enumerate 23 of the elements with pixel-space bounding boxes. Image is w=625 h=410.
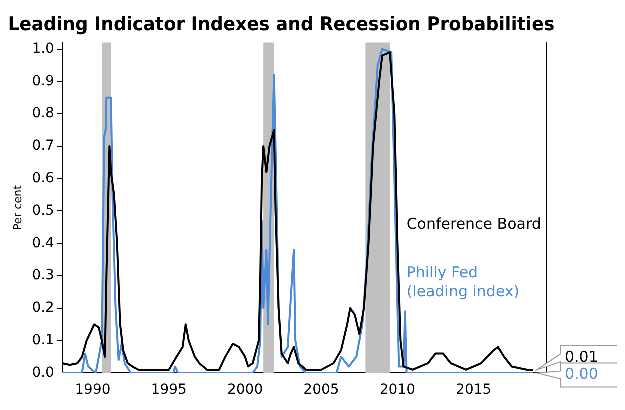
y-tick-label: 0.1 (32, 332, 54, 348)
y-tick-label: 0.0 (32, 364, 54, 381)
y-tick-label: 0.8 (32, 106, 54, 122)
annotation: 0.01 (565, 348, 598, 366)
y-tick-label: 1.0 (32, 40, 54, 57)
y-tick-label: 0.5 (32, 202, 54, 219)
y-tick-label: 0.6 (32, 170, 55, 186)
y-tick-label: 0.7 (32, 138, 54, 154)
y-axis-title: Per cent (11, 184, 24, 231)
chart-title: Leading Indicator Indexes and Recession Probabilities (8, 14, 555, 36)
y-tick-label: 0.4 (32, 235, 55, 252)
x-tick-label: 1995 (151, 382, 187, 398)
annotation: 0.00 (565, 365, 598, 384)
x-tick-label: 2000 (227, 382, 264, 398)
x-tick-label: 2005 (304, 382, 340, 398)
series-label: Philly Fed (leading index) (406, 264, 520, 301)
x-tick-label: 2010 (380, 382, 416, 398)
series-label: Conference Board (406, 215, 542, 234)
x-tick-label: 2015 (456, 382, 492, 398)
y-tick-label: 0.3 (32, 268, 54, 284)
y-tick-label: 0.9 (32, 73, 54, 90)
y-tick-label: 0.2 (32, 300, 54, 316)
x-tick-label: 1990 (75, 382, 111, 398)
